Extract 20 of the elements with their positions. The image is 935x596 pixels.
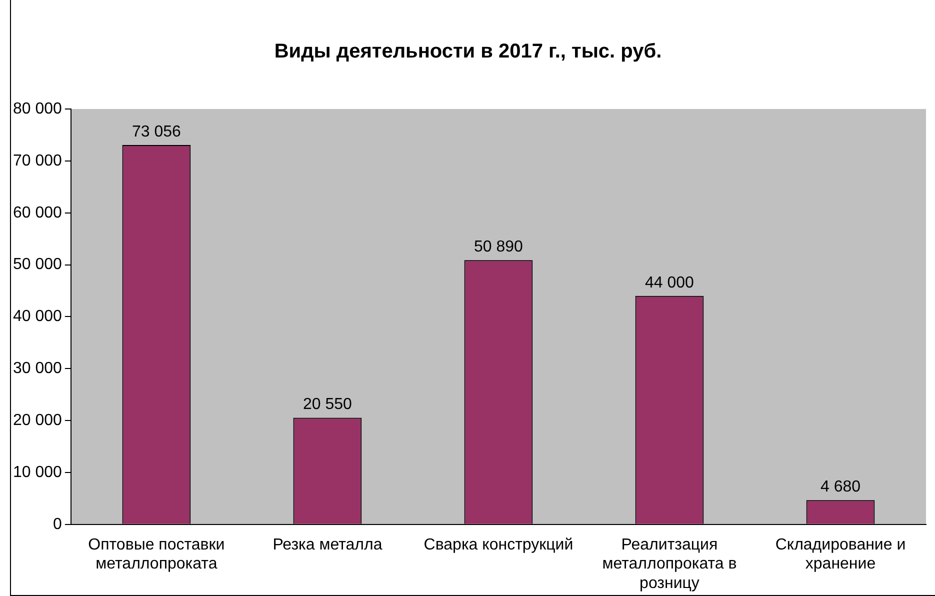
y-tick-label: 70 000 [13,152,62,170]
x-tick-label: Реалитзация металлопроката в розницу [602,536,737,592]
data-label: 73 056 [132,123,182,140]
y-tick-label: 50 000 [13,256,62,274]
y-tick-label: 40 000 [13,308,62,326]
chart-title: Виды деятельности в 2017 г., тыс. руб. [274,40,662,63]
data-label: 4 680 [820,478,861,496]
y-tick-label: 10 000 [13,464,62,481]
x-tick-label: Складирование и хранение [775,536,906,573]
y-tick-label: 0 [53,516,62,533]
x-tick-label: Оптовые поставки металлопроката [88,536,225,573]
x-tick-label: Сварка конструкций [424,536,574,554]
data-label: 50 890 [474,238,524,256]
y-tick-label: 80 000 [13,100,62,118]
data-label: 44 000 [645,274,694,292]
y-tick-label: 20 000 [13,412,62,429]
data-label: 20 550 [302,396,352,414]
y-tick-label: 30 000 [13,360,62,378]
y-tick-label: 60 000 [13,204,62,222]
x-tick-label: Резка металла [272,536,382,554]
